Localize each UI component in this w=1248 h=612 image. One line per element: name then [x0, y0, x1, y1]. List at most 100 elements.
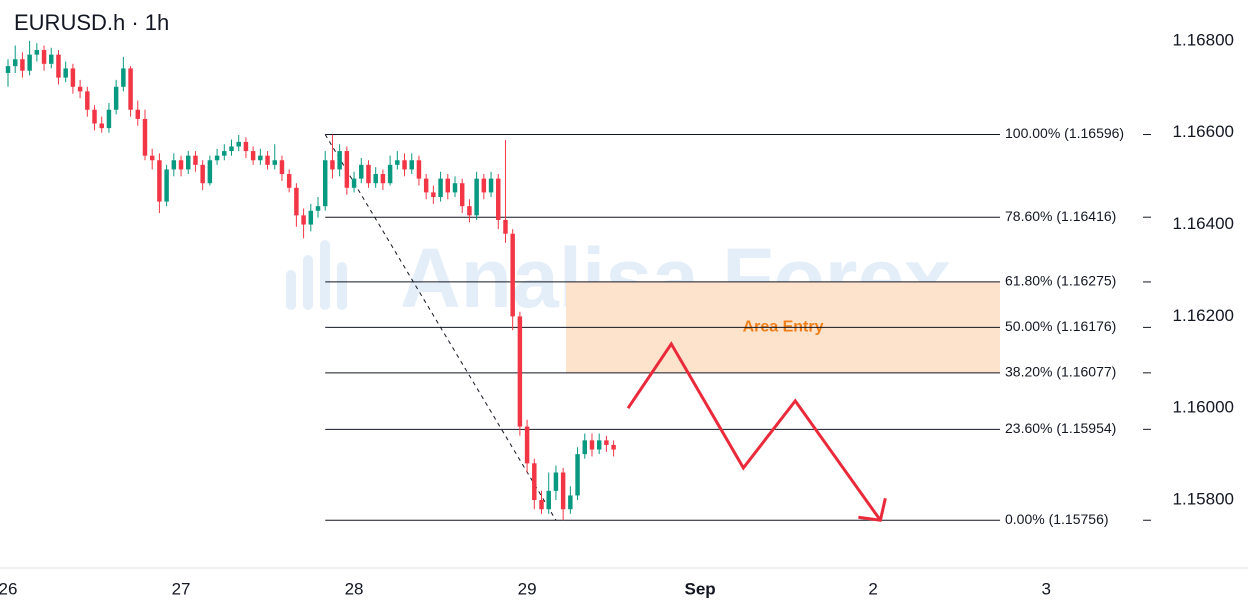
candle-body — [135, 109, 141, 119]
candle-body — [258, 155, 263, 161]
trendline — [324, 134, 557, 521]
candle-body — [373, 174, 378, 184]
chart-title: EURUSD.h · 1h — [14, 10, 169, 35]
candle-body — [207, 160, 213, 184]
candle-body — [200, 164, 205, 184]
candle-body — [445, 178, 451, 193]
fib-label: 38.20% (1.16077) — [1005, 364, 1116, 380]
y-tick-label: 1.16800 — [1173, 30, 1234, 49]
candle-body — [113, 86, 119, 110]
candle-body — [20, 59, 25, 71]
candle-body — [560, 472, 566, 510]
fib-label: 23.60% (1.15954) — [1005, 420, 1116, 436]
candle-body — [157, 160, 162, 202]
candle-body — [49, 54, 54, 64]
candle-body — [272, 160, 277, 165]
y-tick-label: 1.16200 — [1173, 306, 1234, 325]
candle-body — [5, 66, 11, 74]
watermark-icon — [337, 262, 347, 310]
x-tick-label: 28 — [345, 579, 364, 598]
x-tick-label: 2 — [868, 579, 877, 598]
candle-body — [539, 500, 544, 510]
candle-body — [250, 151, 256, 161]
y-tick-label: 1.16400 — [1173, 214, 1234, 233]
candle-body — [85, 91, 90, 110]
x-tick-label: 29 — [518, 579, 537, 598]
candle-body — [186, 155, 191, 170]
candle-body — [611, 444, 616, 450]
candle-body — [416, 160, 422, 179]
candle-body — [596, 440, 602, 450]
x-tick-label: Sep — [685, 579, 716, 598]
x-tick-label: 27 — [172, 579, 191, 598]
fib-label: 0.00% (1.15756) — [1005, 511, 1109, 527]
y-tick-label: 1.16000 — [1173, 398, 1234, 417]
candle-body — [106, 109, 112, 129]
candle-body — [128, 68, 133, 110]
candle-body — [279, 160, 285, 175]
candle-body — [236, 141, 241, 147]
candle-body — [164, 169, 169, 202]
candle-body — [452, 183, 458, 193]
candle-body — [380, 174, 386, 184]
candle-body — [301, 215, 306, 225]
candle-body — [27, 54, 32, 71]
candle-body — [149, 155, 155, 161]
candle-body — [12, 59, 18, 67]
candle-body — [568, 495, 573, 510]
x-tick-label: 3 — [1041, 579, 1050, 598]
candle-body — [92, 109, 97, 124]
candle-body — [344, 151, 350, 188]
candle-body — [488, 178, 494, 193]
fib-label: 50.00% (1.16176) — [1005, 318, 1116, 334]
candle-body — [510, 233, 515, 317]
candle-body — [351, 178, 357, 188]
candle-body — [575, 454, 580, 496]
candle-body — [402, 160, 407, 170]
candle-body — [243, 141, 249, 152]
candle-body — [517, 316, 523, 427]
candle-body — [409, 160, 414, 170]
candle-body — [56, 54, 61, 78]
candle-body — [459, 183, 465, 207]
candle-body — [503, 219, 508, 234]
candle-body — [286, 174, 292, 188]
candle-body — [431, 192, 436, 197]
fib-label: 100.00% (1.16596) — [1005, 125, 1124, 141]
candle-body — [532, 463, 537, 501]
fib-label: 78.60% (1.16416) — [1005, 208, 1116, 224]
candle-body — [604, 440, 609, 445]
candle-body — [63, 68, 68, 78]
candle-body — [496, 178, 501, 220]
y-tick-label: 1.15800 — [1173, 490, 1234, 509]
candle-body — [467, 206, 472, 216]
candle-body — [546, 490, 551, 510]
y-tick-label: 1.16600 — [1173, 122, 1234, 141]
candle-body — [193, 155, 198, 165]
candle-body — [265, 155, 270, 165]
watermark-icon — [303, 255, 313, 310]
projection-arrowhead — [858, 497, 887, 522]
candle-body — [337, 151, 342, 170]
candle-body — [438, 178, 443, 197]
projection-path — [626, 341, 882, 522]
candle-body — [366, 164, 371, 184]
candle-body — [481, 178, 487, 193]
candle-body — [99, 123, 104, 129]
candle-body — [70, 68, 76, 87]
candle-body — [222, 151, 227, 156]
candle-body — [229, 146, 234, 152]
fib-label: 61.80% (1.16275) — [1005, 273, 1116, 289]
x-tick-label: 26 — [0, 579, 17, 598]
candle-body — [474, 178, 479, 216]
candle-body — [553, 472, 559, 491]
candle-body — [171, 160, 177, 170]
candle-body — [121, 68, 126, 87]
candle-body — [322, 160, 328, 207]
candle-body — [77, 86, 83, 92]
candle-body — [330, 160, 335, 170]
watermark-icon — [320, 240, 330, 310]
candle-body — [294, 187, 299, 216]
candle-body — [395, 160, 400, 165]
